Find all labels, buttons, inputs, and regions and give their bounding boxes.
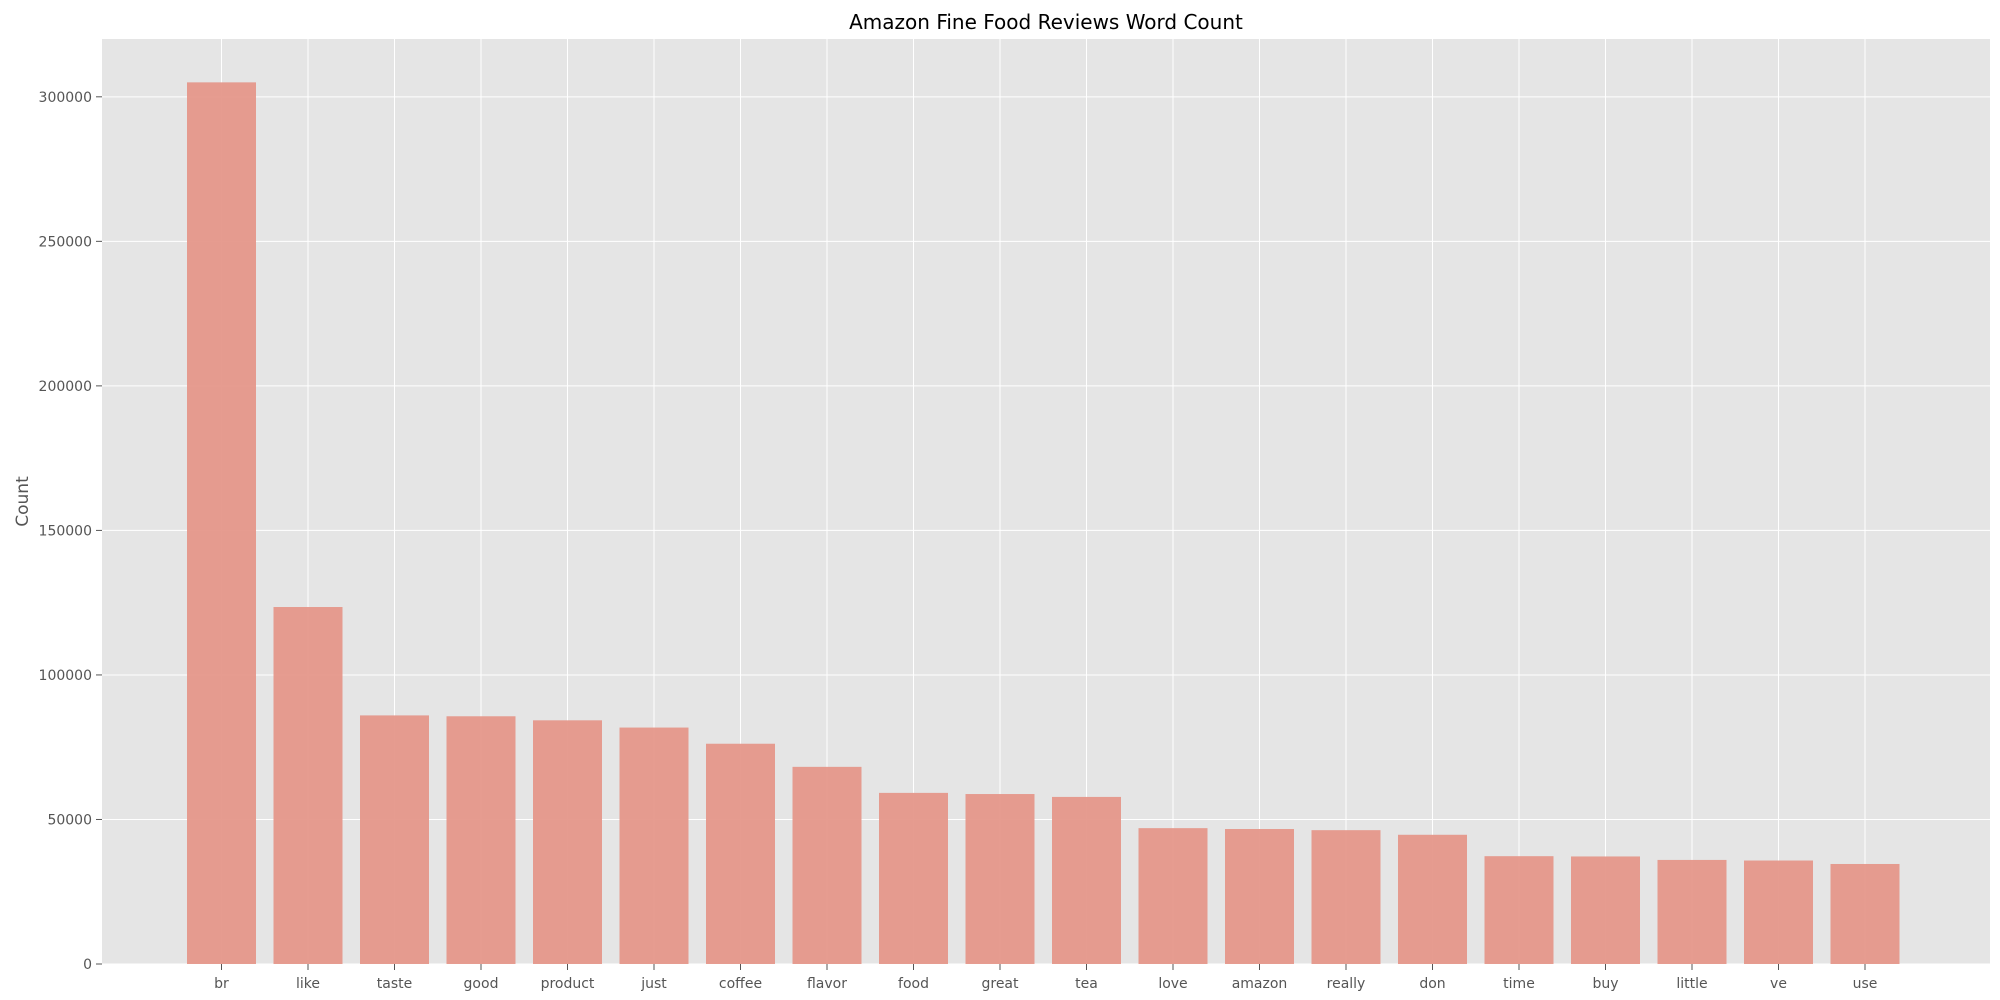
x-tick-label: food [898, 976, 929, 992]
bar-amazon [1225, 829, 1294, 964]
bar-time [1484, 856, 1554, 964]
bar-taste [360, 715, 429, 964]
bar-great [965, 794, 1035, 964]
x-tick-label: use [1853, 976, 1878, 992]
bar-tea [1052, 796, 1121, 964]
bar-buy [1571, 856, 1640, 964]
bar-coffee [706, 743, 775, 964]
bar-use [1830, 863, 1900, 964]
x-tick-label: just [640, 976, 667, 992]
x-tick-label: amazon [1232, 976, 1288, 992]
bar-just [619, 727, 689, 964]
y-axis-ticks: 0 50000 100000 150000 200000 250000 300000 [39, 90, 102, 973]
x-tick-label: ve [1770, 976, 1787, 992]
x-tick-label: buy [1592, 976, 1618, 992]
x-tick-label: time [1503, 976, 1535, 992]
x-tick-label: really [1327, 976, 1366, 992]
bar-ve [1744, 860, 1813, 964]
bar-love [1138, 828, 1208, 964]
y-tick-label: 250000 [39, 234, 92, 250]
x-tick-label: br [214, 976, 229, 992]
y-tick-label: 300000 [39, 90, 92, 106]
x-tick-label: don [1419, 976, 1445, 992]
x-tick-label: product [541, 976, 595, 992]
x-tick-label: good [464, 976, 499, 992]
x-tick-label: coffee [719, 976, 762, 992]
y-tick-label: 50000 [47, 812, 92, 828]
x-axis-ticks: br like taste good product just coffee flavor fo… [214, 964, 1877, 992]
y-tick-label: 150000 [39, 523, 92, 539]
x-tick-label: love [1158, 976, 1187, 992]
y-tick-label: 200000 [39, 379, 92, 395]
bar-little [1657, 859, 1727, 964]
bar-like [273, 607, 343, 964]
bar-food [879, 792, 948, 964]
bar-product [533, 720, 602, 964]
x-tick-label: great [981, 976, 1019, 992]
x-tick-label: like [296, 976, 320, 992]
bar-br [187, 82, 256, 964]
bar-flavor [792, 766, 862, 964]
x-tick-label: taste [377, 976, 412, 992]
y-tick-label: 100000 [39, 668, 92, 684]
bar-really [1311, 830, 1381, 964]
x-tick-label: flavor [807, 976, 847, 992]
y-tick-label: 0 [83, 957, 92, 973]
bar-don [1398, 834, 1467, 964]
bar-good [446, 716, 516, 964]
y-axis-label: Count [13, 476, 33, 527]
chart-title: Amazon Fine Food Reviews Word Count [849, 10, 1243, 34]
x-tick-label: little [1676, 976, 1707, 992]
x-tick-label: tea [1075, 976, 1098, 992]
bars [187, 82, 1900, 964]
